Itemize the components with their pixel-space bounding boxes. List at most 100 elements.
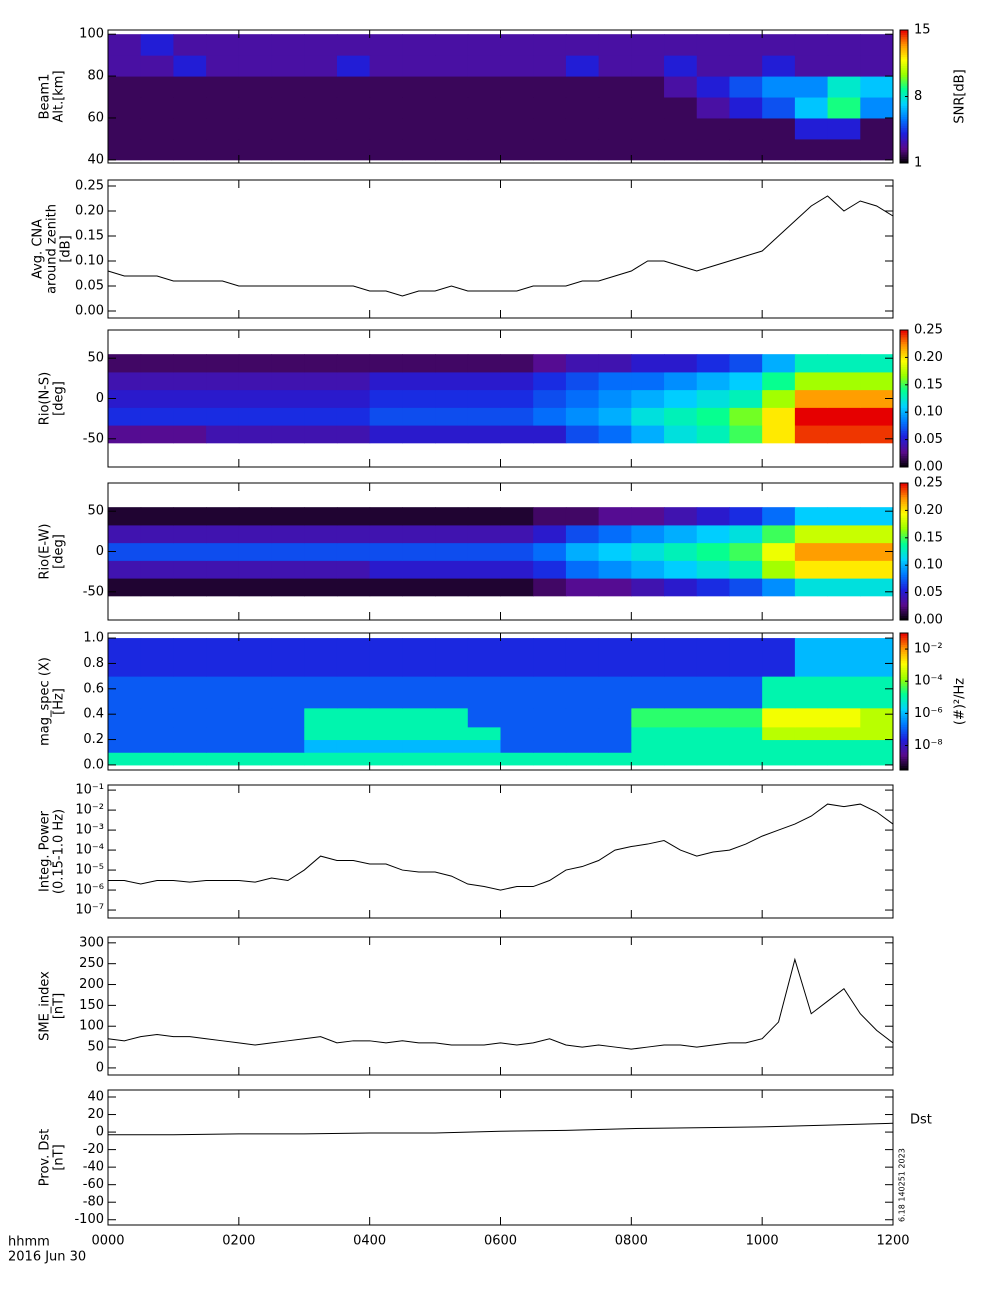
- heatmap-cell: [467, 138, 501, 161]
- heatmap-cell: [271, 524, 305, 544]
- colorbar-step: [900, 553, 908, 557]
- colorbar-step: [900, 105, 908, 109]
- heatmap-cell: [696, 76, 730, 98]
- heatmap-cell: [762, 707, 796, 728]
- heatmap-cell: [500, 726, 534, 741]
- heatmap-cell: [794, 507, 829, 526]
- heatmap-cell: [238, 389, 273, 408]
- heatmap-cell: [664, 739, 698, 753]
- colorbar-step: [900, 712, 908, 716]
- heatmap-cell: [271, 560, 305, 579]
- y-axis-label: [deg]: [52, 534, 67, 569]
- colorbar-step: [900, 567, 908, 571]
- heatmap-cell: [206, 578, 240, 597]
- heatmap-cell: [664, 371, 698, 391]
- heatmap-cell: [598, 354, 632, 373]
- colorbar-step: [900, 526, 908, 530]
- heatmap-cell: [762, 676, 796, 709]
- heatmap-cell: [664, 117, 698, 140]
- heatmap-cell: [238, 34, 273, 56]
- colorbar-step: [900, 540, 908, 543]
- heatmap-cell: [140, 507, 174, 526]
- y-axis-label: Prov. Dst: [38, 1129, 53, 1186]
- heatmap-cell: [173, 425, 207, 444]
- colorbar-step: [900, 160, 908, 164]
- colorbar-step: [900, 639, 908, 643]
- heatmap-cell: [533, 542, 567, 561]
- heatmap-cell: [729, 707, 763, 728]
- heatmap-cell: [369, 638, 403, 677]
- heatmap-cell: [369, 542, 403, 561]
- heatmap-cell: [271, 542, 305, 561]
- heatmap-cell: [369, 560, 403, 579]
- y-tick-label: 0: [96, 1060, 104, 1075]
- heatmap-cell: [402, 726, 436, 741]
- y-tick-label: 80: [87, 69, 104, 84]
- heatmap-cell: [271, 578, 305, 597]
- y-tick-label: 60: [87, 110, 104, 125]
- y-tick-label: -100: [74, 1212, 104, 1227]
- y-tick-label: 0.20: [75, 204, 104, 219]
- y-tick-label: 10⁻²: [75, 803, 104, 818]
- colorbar-step: [900, 368, 908, 372]
- heatmap-cell: [336, 676, 371, 709]
- colorbar-step: [900, 412, 908, 415]
- colorbar-step: [900, 453, 908, 457]
- heatmap-cell: [238, 407, 273, 426]
- heatmap-cell: [467, 425, 501, 444]
- heatmap-cell: [500, 76, 534, 98]
- heatmap-cell: [860, 371, 894, 391]
- heatmap-cell: [140, 542, 174, 561]
- y-axis-label: Rio(N-S): [38, 372, 53, 425]
- heatmap-cell: [238, 97, 273, 119]
- heatmap-cell: [762, 55, 796, 77]
- heatmap-cell: [271, 739, 305, 753]
- heatmap-cell: [664, 354, 698, 373]
- heatmap-cell: [696, 389, 730, 408]
- colorbar-step: [900, 562, 908, 566]
- colorbar-step: [900, 151, 908, 155]
- y-tick-label: 0.0: [83, 757, 104, 772]
- heatmap-cell: [827, 578, 861, 597]
- heatmap-cell: [729, 560, 763, 579]
- colorbar-step: [900, 43, 908, 47]
- colorbar-step: [900, 140, 908, 144]
- heatmap-cell: [402, 676, 436, 709]
- heatmap-cell: [500, 524, 534, 544]
- y-tick-label: 0.8: [83, 656, 104, 671]
- heatmap-cell: [304, 560, 338, 579]
- colorbar-step: [900, 441, 908, 445]
- heatmap-cell: [140, 389, 174, 408]
- colorbar-tick-label: 1: [914, 156, 922, 171]
- colorbar-step: [900, 588, 908, 591]
- heatmap-cell: [565, 97, 600, 119]
- y-tick-label: 10⁻¹: [75, 783, 104, 798]
- heatmap-cell: [304, 676, 338, 709]
- heatmap-cell: [173, 726, 207, 741]
- heatmap-cell: [336, 524, 371, 544]
- heatmap-cell: [762, 117, 796, 140]
- heatmap-cell: [435, 560, 469, 579]
- heatmap-cell: [794, 739, 829, 753]
- colorbar-step: [900, 419, 908, 422]
- colorbar-step: [900, 384, 908, 388]
- colorbar-step: [900, 489, 908, 493]
- heatmap-cell: [336, 371, 371, 391]
- colorbar-step: [900, 738, 908, 741]
- heatmap-cell: [794, 726, 829, 741]
- heatmap-cell: [598, 55, 632, 77]
- y-tick-label: -50: [83, 584, 104, 599]
- panel: 0.00 0.05 0.10 0.15 0.20 0.25 -50 0 50 Rio(E-W) [d…: [38, 476, 943, 628]
- colorbar-step: [900, 350, 908, 354]
- colorbar-step: [900, 118, 908, 122]
- heatmap-cell: [827, 138, 861, 161]
- heatmap-cell: [140, 676, 174, 709]
- colorbar-step: [900, 485, 908, 489]
- heatmap-cell: [631, 752, 665, 766]
- heatmap-cell: [467, 407, 501, 426]
- heatmap-cell: [762, 726, 796, 741]
- heatmap-cell: [238, 371, 273, 391]
- heatmap-cell: [173, 55, 207, 77]
- colorbar-step: [900, 63, 908, 66]
- colorbar-step: [900, 613, 908, 616]
